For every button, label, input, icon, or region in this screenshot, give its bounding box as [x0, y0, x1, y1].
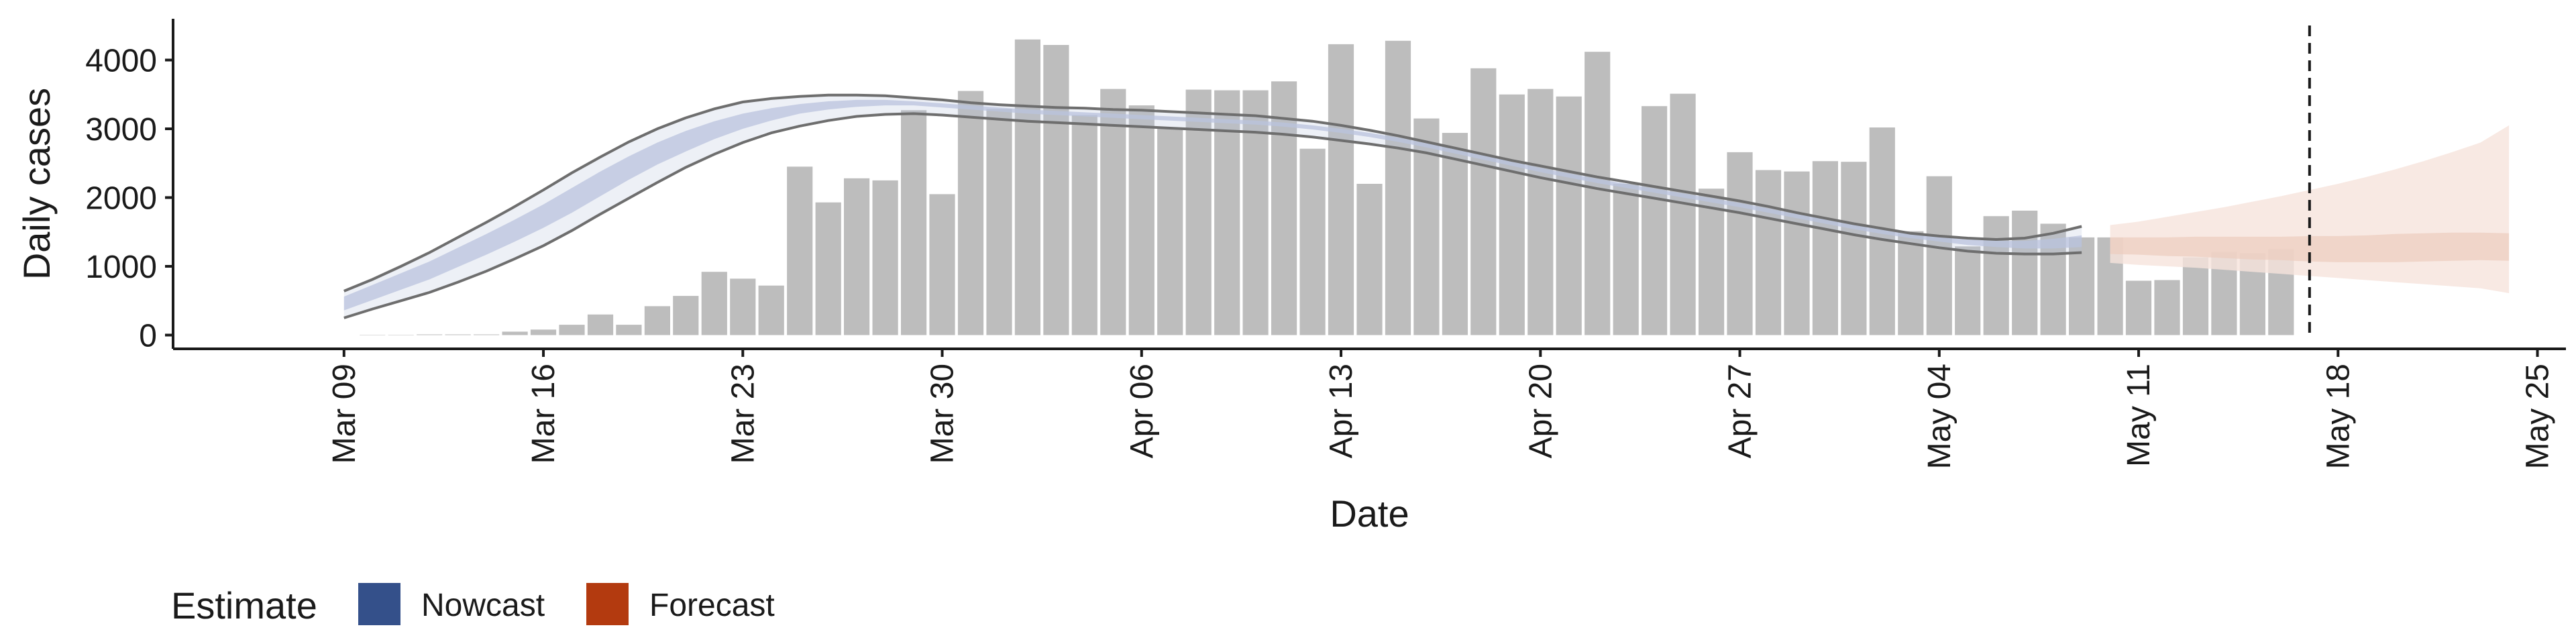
y-tick-label: 1000	[85, 250, 157, 285]
case-bar	[986, 109, 1012, 335]
nowcast-upper-line	[343, 93, 2082, 292]
case-bar	[1556, 96, 1582, 335]
x-axis-ticks: Mar 09 Mar 16 Mar 23 Mar 30 Apr 06 Apr 13 Apr …	[327, 349, 2556, 469]
case-bar	[1670, 93, 1696, 335]
x-tick-label: May 18	[2320, 364, 2356, 469]
legend-label: Nowcast	[421, 588, 545, 623]
case-bar	[1470, 68, 1497, 335]
x-tick-label: Apr 20	[1523, 364, 1558, 458]
case-bar	[2125, 280, 2152, 335]
x-tick-label: May 04	[1922, 364, 1957, 469]
case-bar	[787, 166, 813, 335]
case-bar	[1955, 246, 1981, 335]
case-bar	[1812, 161, 1838, 335]
plot-area	[343, 25, 2510, 336]
nowcast-lower-line	[343, 112, 2082, 319]
case-bar	[1699, 189, 1725, 335]
nowcast-outer-band	[343, 95, 2082, 318]
legend-title: Estimate	[171, 584, 317, 627]
case-bar	[360, 335, 385, 336]
x-tick-label: May 25	[2520, 364, 2556, 469]
x-tick-label: Mar 16	[526, 364, 561, 464]
case-bar	[872, 180, 898, 335]
case-bar	[1983, 216, 2009, 335]
case-bar	[530, 329, 557, 335]
forecast-inner-band	[2110, 232, 2510, 262]
x-tick-label: May 11	[2121, 364, 2157, 467]
x-axis-title: Date	[1330, 492, 1409, 535]
case-bar	[2182, 257, 2209, 335]
case-bar	[1585, 52, 1611, 335]
case-bar	[1100, 89, 1126, 335]
case-bar	[1727, 152, 1753, 335]
axes: Mar 09 Mar 16 Mar 23 Mar 30 Apr 06 Apr 13 Apr …	[15, 19, 2566, 535]
y-axis-title: Daily cases	[15, 88, 58, 280]
legend-swatch	[358, 583, 400, 625]
case-bar	[1784, 171, 1810, 335]
case-bar	[2154, 280, 2180, 335]
case-bar	[815, 202, 841, 335]
y-tick-label: 3000	[85, 112, 157, 148]
case-bar	[1841, 162, 1867, 335]
case-bar	[644, 306, 670, 335]
case-bar	[1356, 184, 1383, 335]
case-bar	[1014, 39, 1040, 335]
x-tick-label: Mar 23	[725, 364, 761, 464]
case-bar	[1926, 176, 1952, 335]
case-bar	[1071, 115, 1097, 335]
case-bar	[701, 272, 727, 335]
case-bar	[1385, 40, 1411, 335]
legend-items: Nowcast Forecast	[358, 583, 775, 625]
case-bar	[1299, 148, 1326, 335]
case-bar	[901, 110, 927, 335]
y-axis-ticks: 0 1000 2000 3000 4000	[85, 44, 173, 354]
case-bar	[1527, 89, 1554, 335]
case-bar	[559, 325, 585, 335]
case-bar	[1328, 44, 1354, 335]
case-bar	[1642, 106, 1668, 335]
case-bar	[388, 335, 414, 336]
nowcast-series	[343, 93, 2082, 319]
x-tick-label: Mar 30	[925, 364, 961, 464]
case-bar	[1128, 105, 1155, 335]
case-bar	[1898, 231, 1924, 335]
case-bar	[587, 314, 614, 335]
case-bar	[1157, 128, 1183, 335]
case-bar	[758, 285, 784, 335]
case-bar	[1499, 94, 1525, 335]
x-tick-label: Apr 06	[1124, 364, 1160, 458]
nowcast-inner-band	[343, 99, 2082, 311]
case-bar	[1043, 45, 1069, 335]
legend: Estimate Nowcast Forecast	[171, 583, 775, 627]
legend-label: Forecast	[649, 588, 775, 623]
case-bar	[1442, 133, 1468, 335]
case-bar	[502, 331, 528, 335]
x-tick-label: Mar 09	[327, 364, 362, 464]
legend-swatch	[586, 583, 629, 625]
x-tick-label: Apr 13	[1324, 364, 1359, 458]
x-tick-label: Apr 27	[1723, 364, 1758, 458]
y-tick-label: 2000	[85, 181, 157, 217]
case-bar	[616, 325, 642, 335]
case-bar	[2012, 211, 2038, 335]
case-bar	[844, 178, 870, 335]
case-bar	[1755, 170, 1782, 335]
case-bar	[730, 278, 756, 335]
case-bar	[929, 194, 955, 335]
y-tick-label: 4000	[85, 44, 157, 79]
case-bar	[673, 296, 699, 335]
case-bar	[957, 91, 984, 335]
case-bar	[1613, 184, 1639, 335]
y-tick-label: 0	[139, 319, 157, 354]
